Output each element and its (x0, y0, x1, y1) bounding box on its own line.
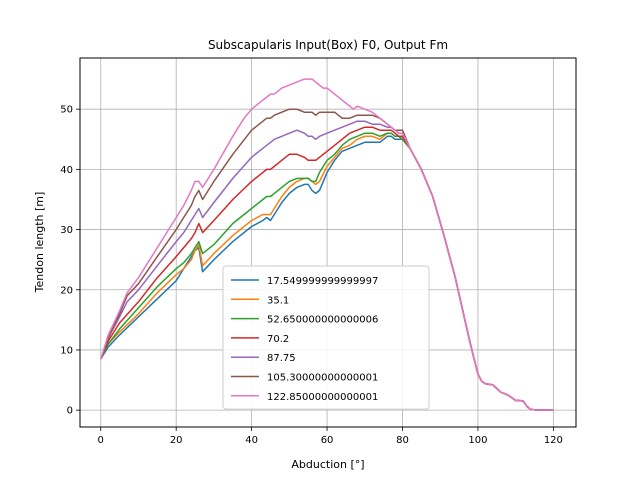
plot-area (99, 78, 554, 411)
legend-label-3: 52.650000000000006 (267, 315, 378, 326)
y-tick-label: 20 (60, 285, 73, 296)
y-tick-label: 30 (60, 225, 73, 236)
y-axis-label: Tendon length [m] (33, 192, 46, 294)
axes-frame (79, 57, 577, 428)
x-tick-label: 0 (98, 435, 104, 446)
legend-label-1: 17.549999999999997 (267, 276, 378, 287)
x-tick-label: 120 (544, 435, 563, 446)
x-tick-label: 60 (321, 435, 334, 446)
y-tick-label: 40 (60, 165, 73, 176)
legend-label-6: 105.30000000000001 (267, 373, 378, 384)
legend-label-2: 35.1 (267, 295, 289, 306)
x-tick-label: 20 (170, 435, 183, 446)
chart-title: Subscapularis Input(Box) F0, Output Fm (208, 38, 448, 52)
x-tick-label: 40 (245, 435, 258, 446)
legend-label-5: 87.75 (267, 353, 296, 364)
y-tick-label: 10 (60, 345, 73, 356)
legend-label-4: 70.2 (267, 334, 289, 345)
legend-box (222, 265, 430, 410)
x-tick-label: 100 (468, 435, 487, 446)
y-tick-label: 0 (67, 406, 73, 417)
ticks: 0 20 40 60 80 100 120 0 10 20 30 40 50 (60, 105, 563, 446)
y-tick-label: 50 (60, 105, 73, 116)
legend: 17.549999999999997 35.1 52.650000000000006… (222, 265, 430, 410)
x-tick-label: 80 (396, 435, 409, 446)
series-line-7 (99, 78, 554, 411)
legend-label-7: 122.85000000000001 (267, 392, 378, 403)
x-axis-label: Abduction [°] (291, 458, 364, 471)
